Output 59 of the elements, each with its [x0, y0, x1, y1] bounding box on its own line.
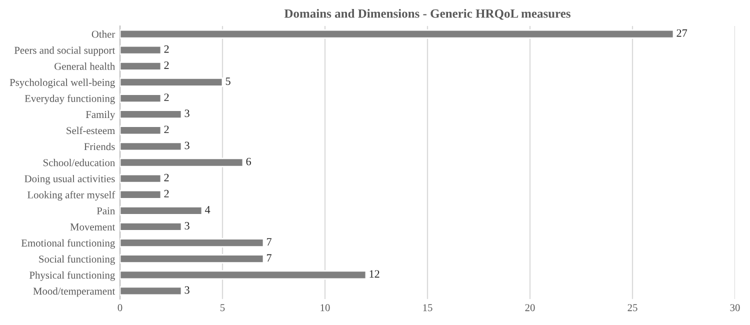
data-label: 2 [164, 94, 169, 101]
y-tick-label: Self-esteem [66, 126, 115, 134]
bar [120, 174, 162, 184]
bar [120, 190, 162, 200]
bar [120, 222, 182, 232]
data-label: 2 [164, 61, 169, 69]
x-tick-label: 5 [220, 304, 225, 312]
y-tick-label: Friends [84, 142, 115, 150]
y-tick-label: Pain [96, 207, 115, 214]
bar [120, 254, 264, 264]
bar [120, 45, 162, 55]
data-label: 2 [164, 45, 169, 53]
data-label: 12 [370, 270, 380, 278]
x-tick-label: 20 [525, 304, 535, 312]
x-tick-label: 30 [730, 304, 740, 312]
bar [120, 286, 182, 296]
data-label: 7 [267, 254, 272, 262]
chart-title: Domains and Dimensions - Generic HRQoL measures [284, 8, 570, 20]
bar [120, 94, 162, 103]
y-tick-label: Family [86, 110, 116, 120]
bar [120, 158, 244, 168]
x-tick-label: 15 [423, 304, 432, 312]
data-label: 3 [184, 142, 190, 150]
data-label: 5 [226, 78, 230, 85]
y-tick-label: Other [92, 30, 116, 38]
y-tick-label: Mood/temperament [33, 287, 116, 297]
y-tick-label: Physical functioning [30, 271, 115, 281]
data-label: 2 [164, 190, 169, 198]
data-label: 27 [676, 29, 688, 37]
y-tick-label: Movement [70, 224, 116, 230]
bar [120, 77, 224, 87]
bar [120, 206, 203, 216]
y-tick-label: School/education [44, 158, 115, 166]
y-tick-label: Social functioning [39, 255, 115, 265]
bar [120, 238, 264, 248]
data-label: 2 [164, 174, 169, 182]
data-label: 7 [267, 238, 272, 246]
y-tick-label: Doing usual activities [24, 174, 115, 184]
data-label: 2 [164, 126, 169, 134]
y-tick-label: Everyday functioning [24, 94, 115, 104]
x-tick-label: 10 [320, 304, 330, 312]
bar [120, 61, 162, 71]
bar [120, 110, 182, 120]
bar [120, 142, 182, 152]
y-tick-label: Looking after myself [28, 190, 116, 201]
data-label: 4 [204, 206, 210, 214]
data-label: 3 [184, 222, 190, 230]
bar [120, 29, 674, 39]
bar [120, 126, 162, 136]
y-tick-label: Psychological well-being [10, 78, 115, 88]
bar [120, 270, 367, 280]
y-tick-label: Emotional functioning [21, 239, 115, 249]
x-tick-label: 0 [118, 304, 122, 312]
data-label: 3 [184, 286, 190, 294]
data-label: 3 [184, 110, 190, 118]
x-tick-label: 25 [628, 304, 638, 312]
y-tick-label: Peers and social support [14, 46, 116, 56]
data-label: 6 [246, 158, 251, 166]
y-tick-label: General health [54, 62, 115, 70]
